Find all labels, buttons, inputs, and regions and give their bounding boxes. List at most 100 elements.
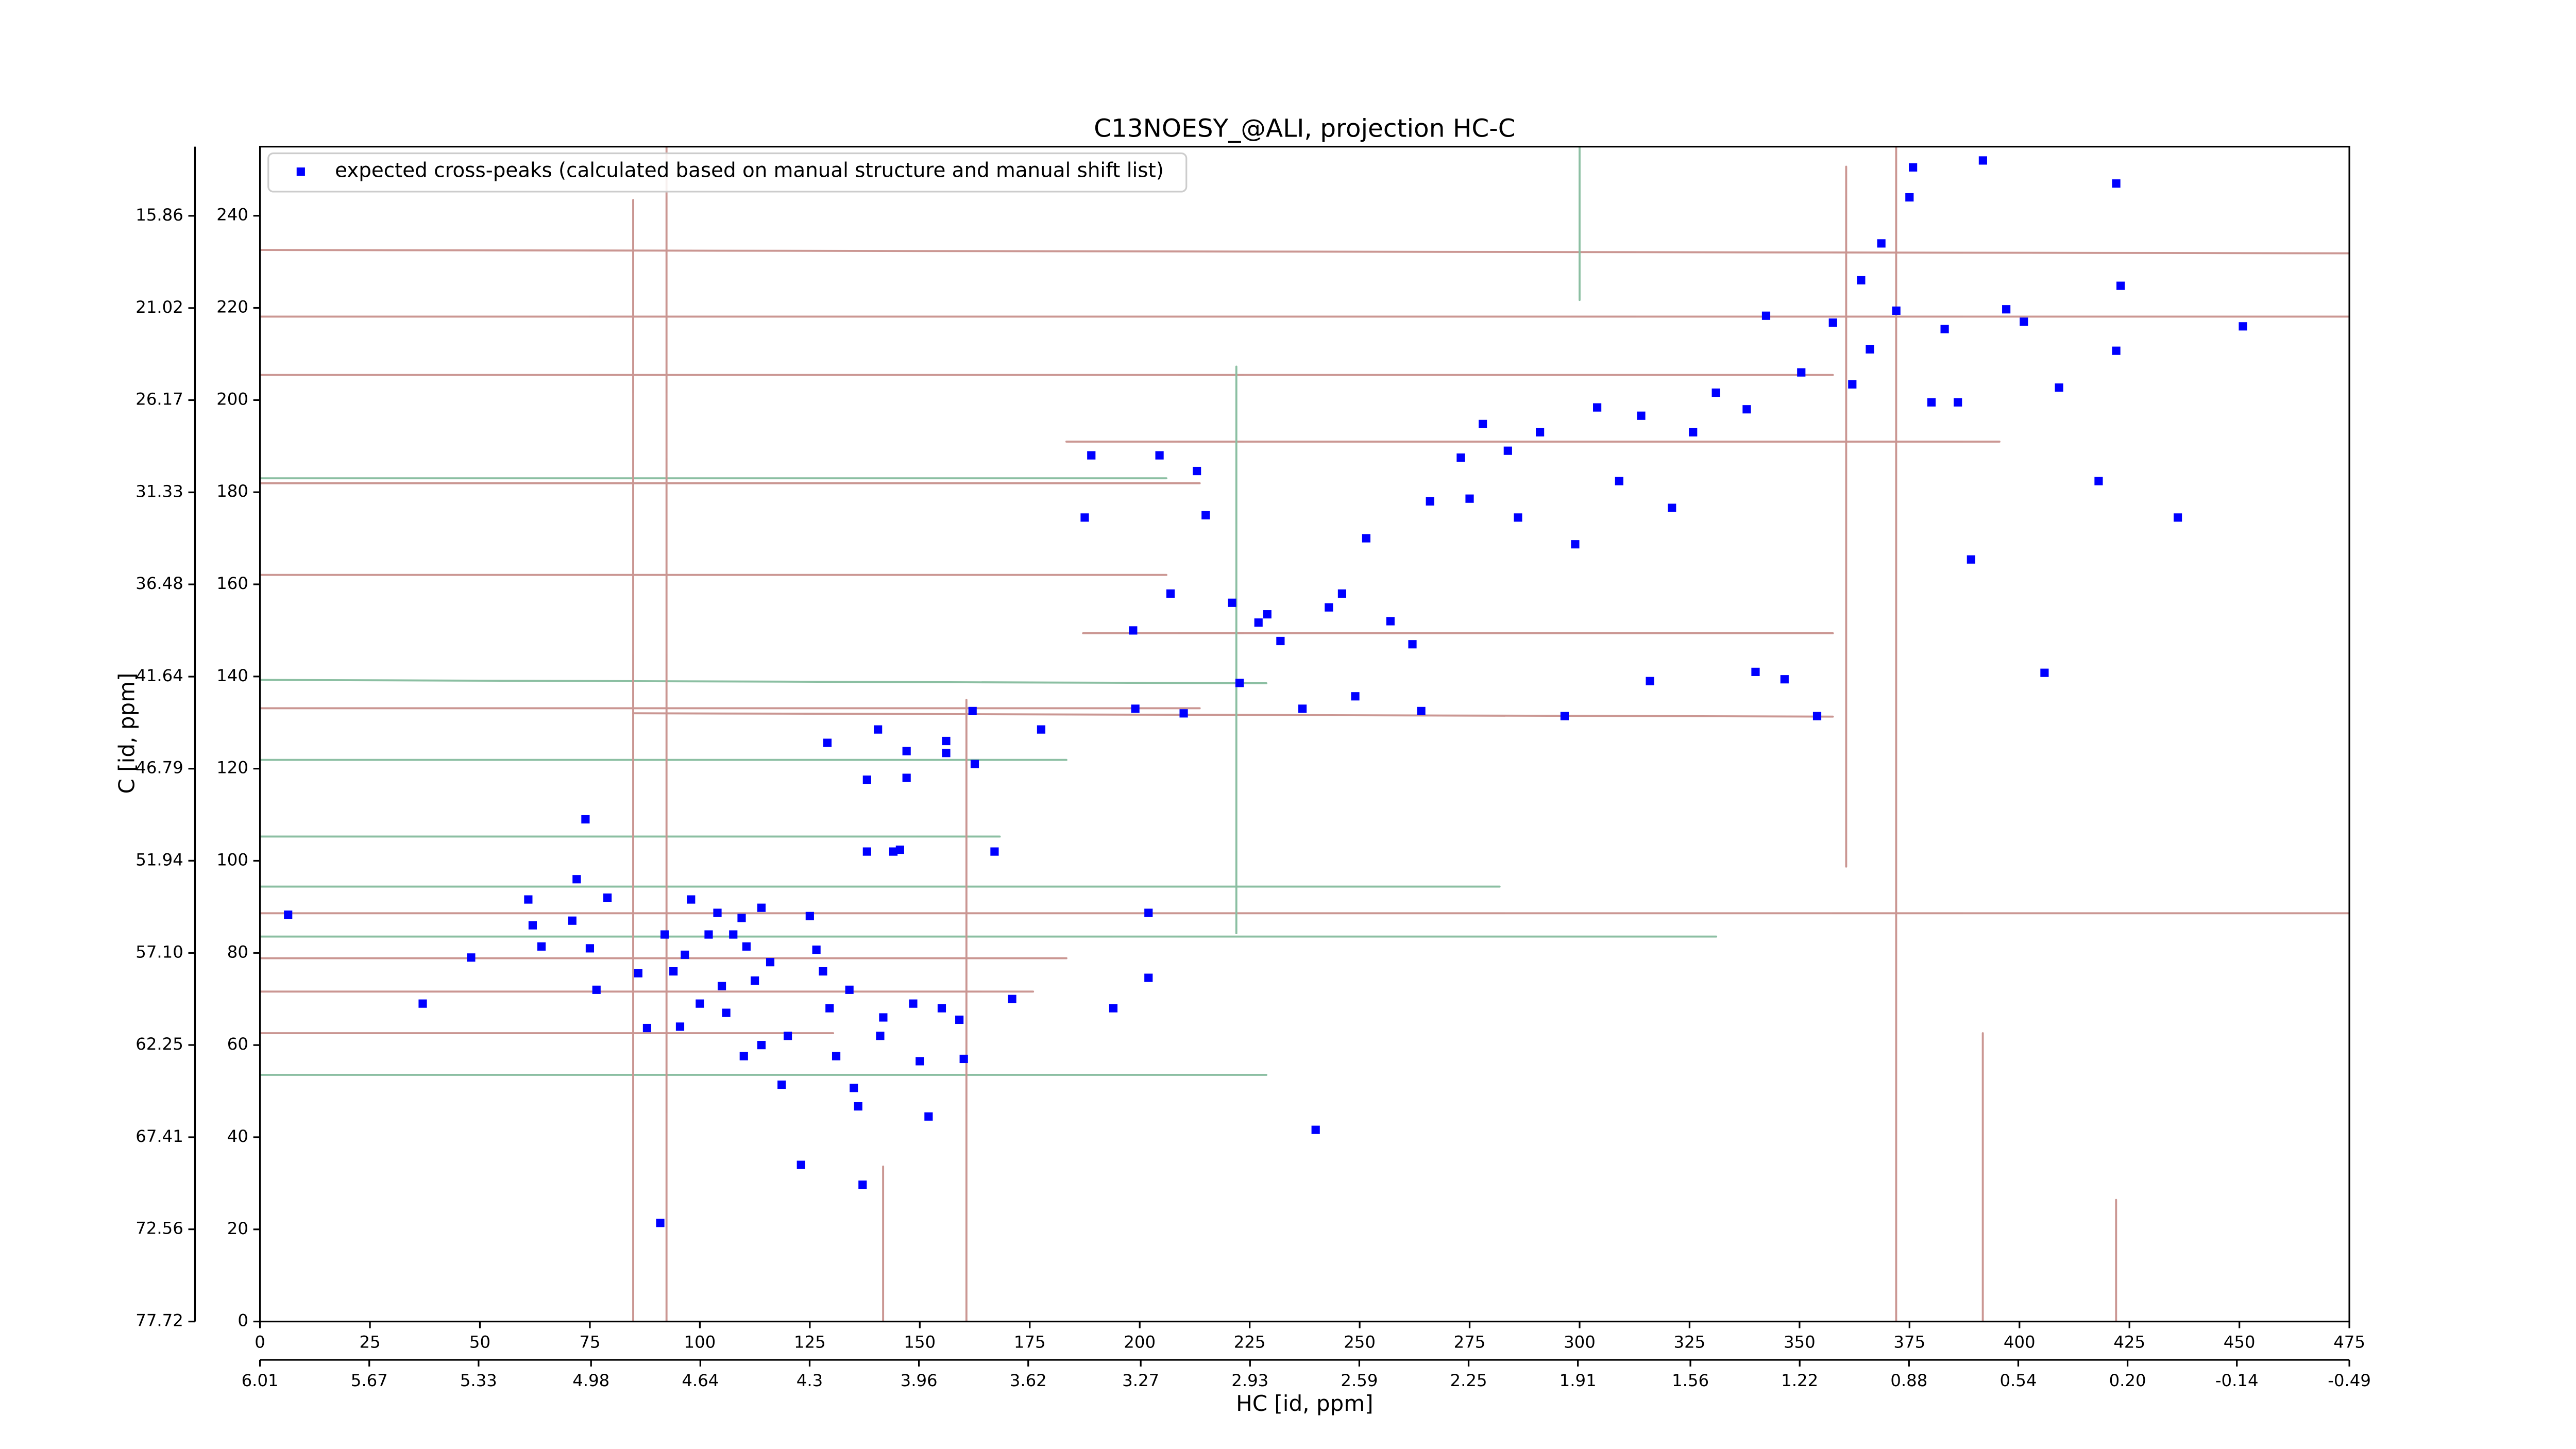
y2-tick-label: 72.56 xyxy=(135,1219,183,1238)
cross-peak xyxy=(879,1013,888,1022)
x2-tick-label: 3.96 xyxy=(901,1371,938,1390)
y2-tick-label: 46.79 xyxy=(135,758,183,778)
x-tick-label: 275 xyxy=(1454,1333,1486,1352)
y2-tick-label: 31.33 xyxy=(135,481,183,501)
x2-tick-label: 2.59 xyxy=(1341,1371,1378,1390)
cross-peak xyxy=(1037,725,1046,734)
x-tick-label: 350 xyxy=(1784,1333,1816,1352)
cross-peak xyxy=(1668,503,1676,512)
y-tick-label: 140 xyxy=(216,666,248,685)
cross-peak xyxy=(1593,403,1602,412)
cross-peak xyxy=(696,999,704,1008)
cross-peak xyxy=(656,1219,665,1227)
cross-peak xyxy=(603,893,612,902)
cross-peak xyxy=(796,1160,805,1169)
x2-tick-label: 4.64 xyxy=(682,1371,719,1390)
cross-peak xyxy=(1263,610,1272,619)
cross-peak xyxy=(757,903,766,912)
cross-peak xyxy=(1362,534,1370,543)
cross-peak xyxy=(1276,636,1285,646)
x-tick-label: 300 xyxy=(1564,1333,1596,1352)
cross-peak xyxy=(959,1054,968,1064)
cross-peak xyxy=(1008,995,1016,1003)
cross-peak xyxy=(1761,311,1771,320)
cross-peak xyxy=(1780,675,1789,684)
cross-peak xyxy=(2055,383,2063,392)
y2-tick-label: 67.41 xyxy=(135,1126,183,1146)
cross-peak xyxy=(737,914,746,922)
cross-peak xyxy=(722,1008,731,1017)
x2-tick-label: 3.62 xyxy=(1010,1371,1047,1390)
cross-peak xyxy=(902,747,911,755)
x2-tick-label: 5.33 xyxy=(460,1371,497,1390)
cross-peak xyxy=(729,930,738,939)
cross-peak xyxy=(1978,156,1987,165)
cross-peak xyxy=(467,953,476,962)
cross-peak xyxy=(1298,704,1307,713)
x2-tick-label: 6.01 xyxy=(242,1371,279,1390)
x2-tick-label: 0.20 xyxy=(2109,1371,2146,1390)
cross-peak xyxy=(704,930,713,939)
y-tick-label: 200 xyxy=(216,389,248,409)
cross-peak xyxy=(942,749,951,757)
cross-peak xyxy=(2116,281,2125,290)
cross-peak xyxy=(1417,706,1426,715)
cross-peak xyxy=(784,1032,792,1040)
x2-tick-label: 2.25 xyxy=(1450,1371,1487,1390)
cross-peak xyxy=(418,999,427,1008)
cross-peak xyxy=(990,847,999,856)
y-tick-label: 20 xyxy=(227,1219,248,1238)
cross-peak xyxy=(528,921,537,930)
x2-tick-label: 1.91 xyxy=(1560,1371,1597,1390)
cross-peak xyxy=(1571,540,1580,549)
cross-peak xyxy=(777,1080,786,1089)
cross-peak xyxy=(713,908,722,917)
cross-peak xyxy=(681,950,689,959)
cross-peak xyxy=(1155,451,1164,460)
cross-peak xyxy=(1742,405,1751,414)
cross-peak xyxy=(1228,598,1236,607)
cross-peak xyxy=(1615,477,1623,485)
y2-tick-label: 77.72 xyxy=(135,1311,183,1330)
cross-peak xyxy=(916,1057,924,1066)
cross-peak xyxy=(1848,380,1857,389)
cross-peak xyxy=(1109,1004,1118,1013)
cross-peak xyxy=(858,1180,867,1189)
cross-peak xyxy=(739,1052,748,1060)
cross-peak xyxy=(854,1102,862,1111)
cross-peak xyxy=(942,736,951,746)
x2-tick-label: 4.98 xyxy=(572,1371,609,1390)
cross-peak xyxy=(909,999,918,1008)
cross-peak xyxy=(1386,617,1395,626)
y-tick-label: 160 xyxy=(216,574,248,593)
cross-peak xyxy=(1514,513,1522,522)
y2-tick-label: 62.25 xyxy=(135,1034,183,1054)
cross-peak xyxy=(2112,179,2121,188)
y2-tick-label: 21.02 xyxy=(135,297,183,317)
x-tick-label: 175 xyxy=(1014,1333,1046,1352)
cross-peak xyxy=(1927,398,1936,407)
x2-tick-label: -0.14 xyxy=(2215,1371,2259,1390)
contours xyxy=(260,146,2350,1322)
x-tick-label: 25 xyxy=(359,1333,380,1352)
cross-peak xyxy=(717,982,726,990)
cross-peak xyxy=(2002,305,2011,314)
cross-peak xyxy=(845,985,854,994)
y-tick-label: 80 xyxy=(227,942,248,962)
y-tick-label: 240 xyxy=(216,205,248,225)
cross-peak xyxy=(634,969,642,978)
x2-tick-label: 1.56 xyxy=(1672,1371,1709,1390)
cross-peak xyxy=(284,911,293,919)
x-tick-label: 100 xyxy=(684,1333,716,1352)
cross-peak xyxy=(832,1052,841,1060)
cross-peak xyxy=(2174,513,2182,522)
cross-peak xyxy=(1166,589,1175,598)
cross-peak xyxy=(1751,667,1760,676)
cross-peak xyxy=(889,847,898,856)
cross-peak xyxy=(1536,428,1545,437)
y-tick-label: 0 xyxy=(238,1311,248,1330)
cross-peak xyxy=(757,1041,766,1050)
legend-box xyxy=(267,152,1188,193)
